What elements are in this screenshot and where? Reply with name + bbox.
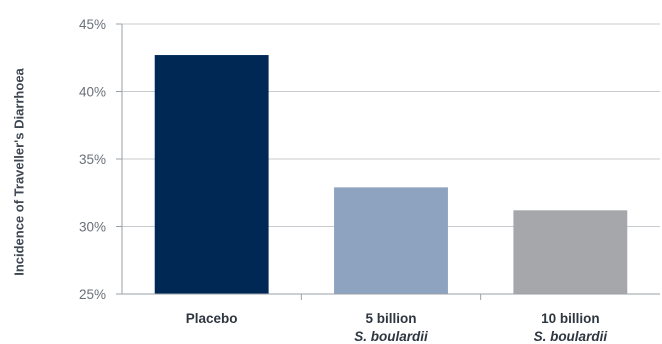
y-tick-labels: 25% 30% 35% 40% 45%	[79, 17, 122, 302]
bar	[513, 210, 628, 294]
x-tick-sublabel: S. boulardii	[354, 329, 428, 344]
y-tick-label: 40%	[79, 85, 106, 100]
bar	[154, 55, 269, 294]
axes	[121, 24, 660, 300]
y-tick-label: 25%	[79, 287, 106, 302]
y-tick-label: 45%	[79, 17, 106, 32]
y-tick-label: 30%	[79, 220, 106, 235]
y-tick-label: 35%	[79, 152, 106, 167]
x-tick-labels: Placebo 5 billion S. boulardii 10 billion S.…	[186, 311, 608, 344]
x-tick-label: 10 billion	[541, 311, 600, 326]
x-tick-sublabel: S. boulardii	[534, 329, 608, 344]
bar	[334, 187, 448, 294]
bars	[154, 55, 628, 294]
x-tick-label: 5 billion	[365, 311, 416, 326]
x-tick-label: Placebo	[186, 311, 238, 326]
